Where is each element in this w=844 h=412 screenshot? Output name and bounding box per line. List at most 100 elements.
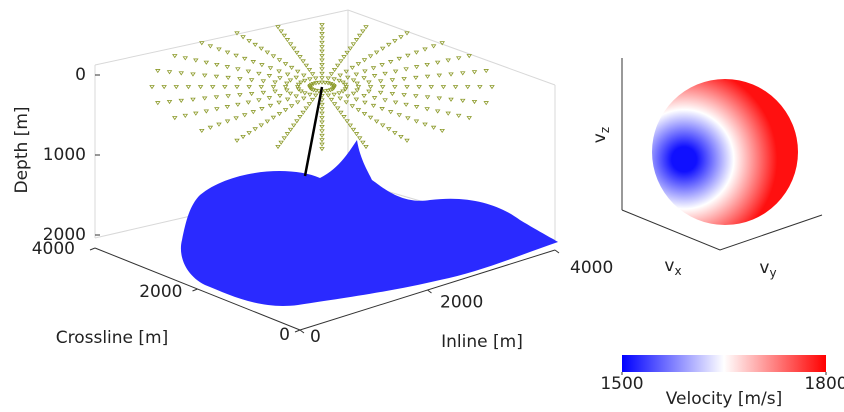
depth-tick-label: 0 xyxy=(75,65,86,85)
receiver xyxy=(253,43,257,46)
receiver xyxy=(214,96,218,99)
receiver xyxy=(278,59,282,62)
receiver xyxy=(372,67,376,70)
receiver xyxy=(446,59,450,62)
receiver xyxy=(307,68,311,71)
receiver xyxy=(308,78,312,81)
receiver xyxy=(194,59,198,62)
crossline-tick xyxy=(193,289,198,291)
receiver xyxy=(191,98,195,101)
receiver xyxy=(336,64,340,67)
receiver xyxy=(162,86,166,89)
receiver xyxy=(425,63,429,66)
receiver xyxy=(217,48,221,51)
receiver xyxy=(278,112,282,115)
receiver xyxy=(362,94,366,97)
receiver xyxy=(355,89,359,92)
receiver xyxy=(490,86,494,89)
receiver xyxy=(472,100,476,103)
receiver xyxy=(246,70,250,73)
receiver xyxy=(251,111,255,114)
receiver xyxy=(311,98,315,101)
receiver xyxy=(345,120,349,123)
receiver xyxy=(350,105,354,108)
receiver xyxy=(414,95,418,98)
receiver xyxy=(406,54,410,57)
receiver xyxy=(356,109,360,112)
receiver xyxy=(393,132,397,135)
receiver xyxy=(390,79,394,82)
receiver xyxy=(432,126,436,129)
receiver xyxy=(257,72,261,75)
receiver xyxy=(351,43,355,46)
receiver xyxy=(358,34,362,37)
receiver xyxy=(339,60,343,63)
receiver xyxy=(179,72,183,75)
receiver xyxy=(326,77,330,80)
receiver xyxy=(387,128,391,131)
receiver xyxy=(235,139,239,142)
receiver xyxy=(303,92,307,95)
receiver xyxy=(404,103,408,106)
receiver xyxy=(426,75,430,78)
receiver xyxy=(320,143,324,146)
vz-label-main: v xyxy=(590,133,610,143)
receiver xyxy=(337,92,341,95)
receiver xyxy=(156,69,160,72)
vy-label-main: v xyxy=(759,258,769,278)
receiver xyxy=(288,92,292,95)
receiver xyxy=(367,90,371,93)
receiver xyxy=(383,72,387,75)
receiver xyxy=(333,103,337,106)
receiver xyxy=(437,97,441,100)
receiver xyxy=(204,110,208,113)
receiver xyxy=(236,103,240,106)
colorbar xyxy=(622,355,826,372)
colorbar-tick-label: 1500 xyxy=(600,374,643,394)
receiver xyxy=(461,72,465,75)
receiver xyxy=(466,86,470,89)
receiver xyxy=(308,93,312,96)
receiver xyxy=(223,86,227,89)
vx-label: vx xyxy=(664,256,681,278)
receiver xyxy=(236,68,240,71)
receiver xyxy=(355,82,359,85)
receiver xyxy=(414,51,418,54)
receiver xyxy=(415,66,419,69)
inline-tick xyxy=(428,290,432,293)
receiver xyxy=(301,60,305,63)
receiver xyxy=(345,51,349,54)
receiver xyxy=(260,107,264,110)
receiver xyxy=(304,64,308,67)
receiver xyxy=(247,132,251,135)
vz-label: vz xyxy=(590,127,612,143)
receiver xyxy=(417,86,421,89)
receiver xyxy=(320,37,324,40)
receiver xyxy=(449,98,453,101)
velocity-sphere xyxy=(652,79,798,225)
receiver xyxy=(183,57,187,60)
receiver xyxy=(295,51,299,54)
receiver xyxy=(276,26,280,29)
receiver xyxy=(348,47,352,50)
receiver xyxy=(383,99,387,102)
receiver xyxy=(361,30,365,33)
receiver xyxy=(399,36,403,39)
receiver xyxy=(298,115,302,118)
receiver xyxy=(404,68,408,71)
receiver xyxy=(320,125,324,128)
receiver xyxy=(279,141,283,144)
receiver xyxy=(226,76,230,79)
receiver xyxy=(288,79,292,82)
receiver xyxy=(259,86,263,89)
receiver xyxy=(394,101,398,104)
receiver xyxy=(414,120,418,123)
receiver xyxy=(273,81,277,84)
receiver xyxy=(238,94,242,97)
receiver xyxy=(338,74,342,77)
receiver xyxy=(278,77,282,80)
receiver xyxy=(320,28,324,31)
receiver xyxy=(284,86,288,89)
receiver xyxy=(402,94,406,97)
receiver xyxy=(238,77,242,80)
